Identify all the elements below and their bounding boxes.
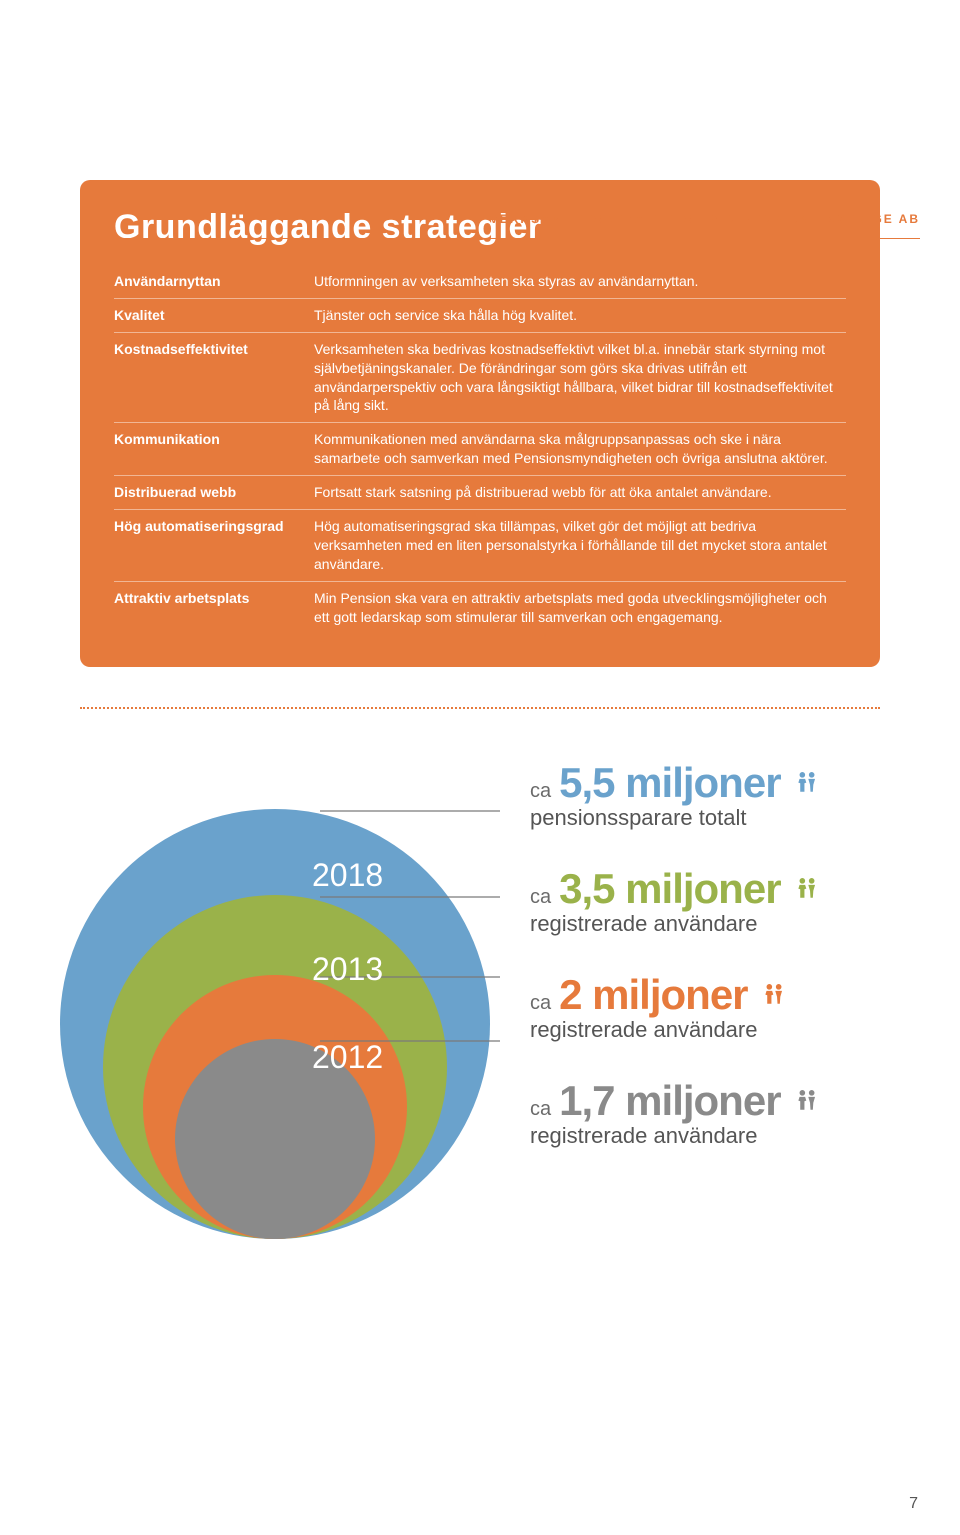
people-icon-wrap: [793, 1087, 821, 1120]
people-icon: [793, 875, 821, 903]
circles-svg: [60, 739, 500, 1259]
people-icon: [760, 981, 788, 1009]
document-header: VERKSAMHETSBERÄTTELSE MIN PENSION I SVER…: [490, 212, 960, 226]
legend-item: ca 2 miljoner registrerade användare: [530, 971, 900, 1043]
strategy-body: Fortsatt stark satsning på distribuerad …: [314, 483, 846, 502]
strategies-box: Grundläggande strategier AnvändarnyttanU…: [80, 180, 880, 667]
strategy-body: Tjänster och service ska hålla hög kvali…: [314, 306, 846, 325]
legend-prefix: ca: [530, 1098, 551, 1121]
people-icon: [793, 1087, 821, 1115]
strategy-row: Distribuerad webbFortsatt stark satsning…: [114, 475, 846, 509]
strategy-body: Kommunikationen med användarna ska målgr…: [314, 430, 846, 468]
legend-column: ca5,5 miljoner pensionssparare totaltca3…: [530, 739, 900, 1259]
legend-item: ca 1,7 miljoner registrerade användare: [530, 1077, 900, 1149]
legend-item: ca 3,5 miljoner registrerade användare: [530, 865, 900, 937]
strategy-label: Distribuerad webb: [114, 483, 314, 502]
strategy-body: Min Pension ska vara en attraktiv arbets…: [314, 589, 846, 627]
legend-sub: registrerade användare: [530, 911, 900, 937]
infographic: 2018 2013 2012 ca 5,5 miljoner pensionsspar…: [60, 739, 900, 1259]
strategy-label: Attraktiv arbetsplats: [114, 589, 314, 627]
year-label: 2013: [312, 951, 383, 988]
strategy-label: Kvalitet: [114, 306, 314, 325]
people-icon-wrap: [793, 875, 821, 908]
strategy-row: KostnadseffektivitetVerksamheten ska bed…: [114, 332, 846, 423]
strategy-label: Kommunikation: [114, 430, 314, 468]
strategy-row: KommunikationKommunikationen med använda…: [114, 422, 846, 475]
people-icon-wrap: [793, 769, 821, 802]
people-icon-wrap: [760, 981, 788, 1014]
legend-value: 5,5 miljoner: [559, 759, 780, 807]
page-number: 7: [909, 1495, 918, 1513]
strategy-label: Hög automatiseringsgrad: [114, 517, 314, 574]
strategy-body: Verksamheten ska bedrivas kostnadseffekt…: [314, 340, 846, 416]
people-icon: [793, 769, 821, 797]
legend-item: ca 5,5 miljoner pensionssparare totalt: [530, 759, 900, 831]
header-rule: [80, 238, 920, 239]
legend-value: 1,7 miljoner: [559, 1077, 780, 1125]
year-label: 2018: [312, 857, 383, 894]
strategy-row: AnvändarnyttanUtformningen av verksamhet…: [114, 265, 846, 298]
circles-chart: 2018 2013 2012: [60, 739, 500, 1259]
strategy-row: Attraktiv arbetsplatsMin Pension ska var…: [114, 581, 846, 634]
strategy-row: Hög automatiseringsgradHög automatiserin…: [114, 509, 846, 581]
legend-sub: registrerade användare: [530, 1123, 900, 1149]
legend-prefix: ca: [530, 886, 551, 909]
year-label: 2012: [312, 1039, 383, 1076]
legend-value: 3,5 miljoner: [559, 865, 780, 913]
legend-prefix: ca: [530, 992, 551, 1015]
strategy-body: Hög automatiseringsgrad ska tillämpas, v…: [314, 517, 846, 574]
strategy-label: Kostnadseffektivitet: [114, 340, 314, 416]
legend-value: 2 miljoner: [559, 971, 747, 1019]
legend-sub: registrerade användare: [530, 1017, 900, 1043]
strategy-body: Utformningen av verksamheten ska styras …: [314, 272, 846, 291]
legend-prefix: ca: [530, 780, 551, 803]
strategy-label: Användarnyttan: [114, 272, 314, 291]
strategy-row: KvalitetTjänster och service ska hålla h…: [114, 298, 846, 332]
dotted-divider: [80, 707, 880, 709]
legend-sub: pensionssparare totalt: [530, 805, 900, 831]
